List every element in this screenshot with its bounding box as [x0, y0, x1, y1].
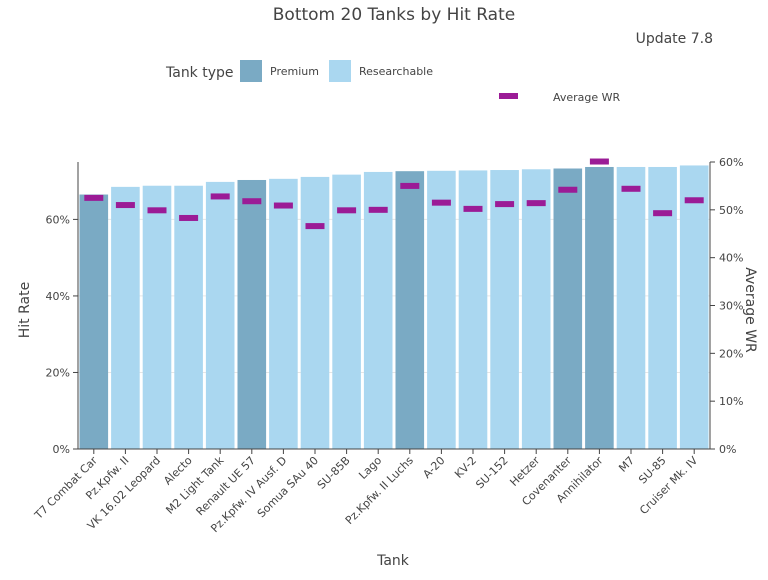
bar — [237, 179, 267, 449]
legend-swatch-avg-wr — [499, 93, 518, 99]
x-tick-label: A-20 — [420, 454, 447, 481]
avg-wr-marker — [589, 158, 609, 165]
bar — [300, 176, 330, 449]
bar — [142, 185, 172, 449]
avg-wr-marker — [305, 223, 325, 230]
avg-wr-marker — [526, 200, 546, 207]
chart-subtitle: Update 7.8 — [636, 31, 713, 47]
bar — [521, 169, 551, 449]
avg-wr-marker — [210, 193, 230, 200]
x-tick-label: KV-2 — [452, 454, 479, 481]
y-axis-title: Hit Rate — [17, 282, 33, 338]
legend-label-researchable: Researchable — [359, 65, 433, 78]
bar — [553, 168, 583, 449]
bar — [585, 166, 614, 449]
bar — [679, 165, 709, 449]
y2-axis-title: Average WR — [742, 267, 758, 353]
bar — [648, 166, 677, 449]
y-tick-label: 20% — [46, 366, 70, 379]
y2-tick-label: 40% — [719, 252, 743, 265]
avg-wr-marker — [242, 198, 262, 205]
chart-title: Bottom 20 Tanks by Hit Rate — [273, 5, 515, 25]
avg-wr-marker — [273, 202, 293, 209]
x-tick-label: M7 — [616, 454, 637, 475]
x-tick-label: Cruiser Mk. IV — [637, 454, 701, 518]
bar — [111, 186, 140, 449]
x-axis-title: Tank — [376, 553, 410, 569]
bar — [427, 170, 456, 449]
x-tick-label: SU-85B — [315, 454, 353, 492]
bar — [332, 174, 361, 450]
avg-wr-marker — [621, 185, 641, 192]
legend-label-premium: Premium — [270, 65, 319, 78]
bar — [395, 171, 425, 449]
avg-wr-marker — [179, 214, 199, 221]
y-tick-label: 60% — [46, 213, 70, 226]
avg-wr-marker — [653, 210, 673, 217]
avg-wr-marker — [431, 199, 451, 206]
bar — [79, 194, 109, 449]
y-tick-label: 40% — [46, 290, 70, 303]
y2-tick-label: 50% — [719, 204, 743, 217]
bar — [363, 171, 393, 449]
bar — [458, 170, 488, 449]
avg-wr-marker — [337, 207, 357, 214]
bar — [205, 181, 235, 449]
legend-swatch-premium — [240, 60, 262, 82]
avg-wr-marker — [147, 207, 167, 214]
avg-wr-marker — [115, 202, 135, 209]
y2-tick-label: 60% — [719, 156, 743, 169]
y2-tick-label: 0% — [719, 443, 736, 456]
avg-wr-marker — [495, 201, 515, 208]
y-tick-label: 0% — [53, 443, 70, 456]
y2-tick-label: 30% — [719, 300, 743, 313]
legend-label-avg-wr: Average WR — [553, 91, 621, 104]
x-tick-label: Lago — [356, 454, 384, 482]
avg-wr-marker — [84, 194, 104, 201]
markers-layer — [84, 158, 704, 230]
bar — [616, 166, 646, 449]
bars-layer — [79, 165, 709, 450]
bar — [174, 185, 203, 449]
legend-title: Tank type — [165, 65, 234, 81]
bar — [490, 170, 519, 449]
y2-tick-label: 10% — [719, 395, 743, 408]
avg-wr-marker — [400, 182, 420, 189]
y2-tick-label: 20% — [719, 347, 743, 360]
avg-wr-marker — [463, 205, 483, 212]
avg-wr-marker — [368, 206, 388, 213]
x-tick-label: SU-152 — [473, 454, 510, 491]
avg-wr-marker — [684, 197, 704, 204]
legend-swatch-researchable — [329, 60, 351, 82]
bar — [269, 178, 298, 449]
grid-layer — [78, 218, 710, 450]
avg-wr-marker — [558, 186, 578, 193]
